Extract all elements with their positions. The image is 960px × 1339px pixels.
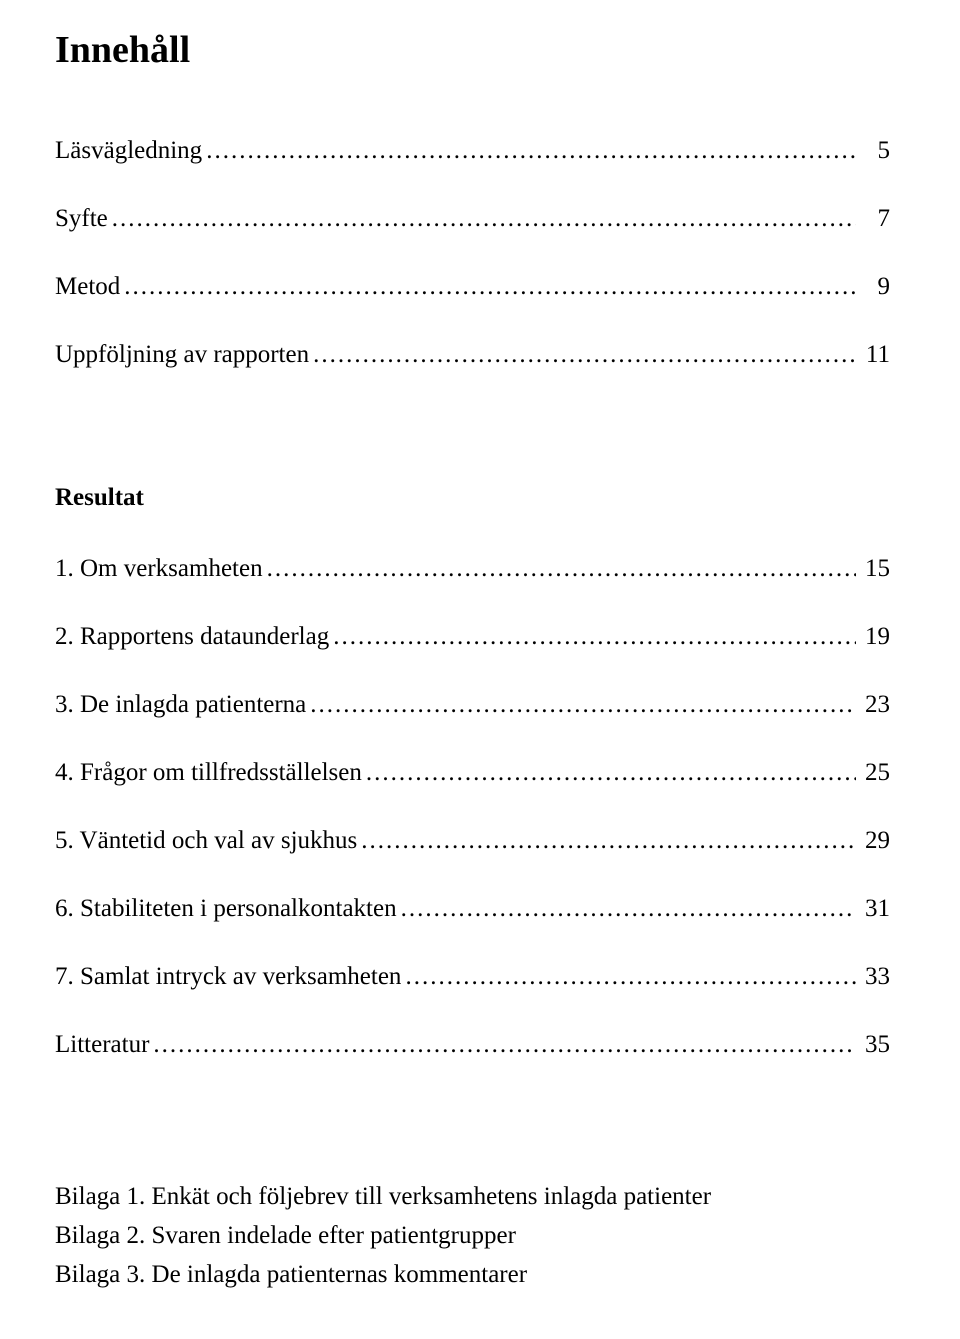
toc-label: 3. De inlagda patienterna (55, 690, 306, 720)
toc-row: 6. Stabiliteten i personalkontakten ....… (55, 894, 890, 924)
toc-row: 5. Väntetid och val av sjukhus .........… (55, 826, 890, 856)
toc-row: 2. Rapportens dataunderlag .............… (55, 622, 890, 652)
toc-page: 11 (856, 340, 890, 370)
toc-dots: ........................................… (401, 962, 856, 992)
toc-page: 23 (856, 690, 890, 720)
resultat-heading: Resultat (55, 484, 890, 512)
toc-label: Syfte (55, 204, 108, 234)
toc-page: 35 (856, 1030, 890, 1060)
spacer (55, 408, 890, 484)
page: Innehåll Läsvägledning .................… (0, 0, 960, 1334)
toc-row: Syfte ..................................… (55, 204, 890, 234)
toc-label: Uppföljning av rapporten (55, 340, 309, 370)
toc-dots: ........................................… (397, 894, 856, 924)
toc-page: 29 (856, 826, 890, 856)
toc-label: 7. Samlat intryck av verksamheten (55, 962, 401, 992)
page-title: Innehåll (55, 28, 890, 72)
toc-page: 25 (856, 758, 890, 788)
toc-label: Läsvägledning (55, 136, 202, 166)
toc-dots: ........................................… (329, 622, 856, 652)
toc-label: 6. Stabiliteten i personalkontakten (55, 894, 397, 924)
toc-row: Litteratur .............................… (55, 1030, 890, 1060)
toc-row: Metod ..................................… (55, 272, 890, 302)
toc-dots: ........................................… (306, 690, 856, 720)
toc-page: 7 (856, 204, 890, 234)
toc-dots: ........................................… (120, 272, 856, 302)
toc-label: 4. Frågor om tillfredsställelsen (55, 758, 362, 788)
toc-dots: ........................................… (309, 340, 856, 370)
toc-row: 7. Samlat intryck av verksamheten ......… (55, 962, 890, 992)
toc-row: 3. De inlagda patienterna ..............… (55, 690, 890, 720)
toc-label: Metod (55, 272, 120, 302)
toc-dots: ........................................… (108, 204, 856, 234)
toc-dots: ........................................… (202, 136, 856, 166)
spacer (55, 512, 890, 554)
toc-label: 2. Rapportens dataunderlag (55, 622, 329, 652)
toc-page: 15 (856, 554, 890, 584)
toc-row: Uppföljning av rapporten ...............… (55, 340, 890, 370)
toc-label: 1. Om verksamheten (55, 554, 263, 584)
toc-label: 5. Väntetid och val av sjukhus (55, 826, 357, 856)
toc-page: 33 (856, 962, 890, 992)
toc-dots: ........................................… (263, 554, 856, 584)
toc-page: 19 (856, 622, 890, 652)
appendix-block: Bilaga 1. Enkät och följebrev till verks… (55, 1178, 890, 1294)
toc-page: 9 (856, 272, 890, 302)
toc-dots: ........................................… (362, 758, 856, 788)
spacer (55, 1098, 890, 1178)
toc-row: 1. Om verksamheten .....................… (55, 554, 890, 584)
appendix-line: Bilaga 2. Svaren indelade efter patientg… (55, 1217, 890, 1256)
toc-row: 4. Frågor om tillfredsställelsen .......… (55, 758, 890, 788)
toc-row: Läsvägledning ..........................… (55, 136, 890, 166)
toc-dots: ........................................… (149, 1030, 856, 1060)
toc-page: 31 (856, 894, 890, 924)
appendix-line: Bilaga 3. De inlagda patienternas kommen… (55, 1256, 890, 1295)
toc-dots: ........................................… (357, 826, 856, 856)
toc-label: Litteratur (55, 1030, 149, 1060)
appendix-line: Bilaga 1. Enkät och följebrev till verks… (55, 1178, 890, 1217)
toc-page: 5 (856, 136, 890, 166)
